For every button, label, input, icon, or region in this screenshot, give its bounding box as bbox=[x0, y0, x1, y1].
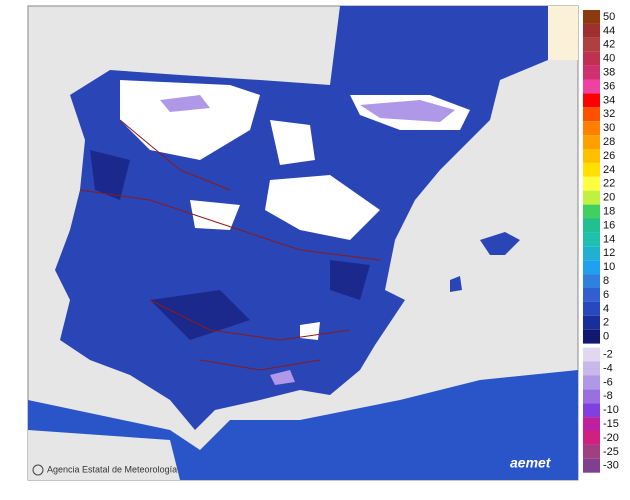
legend-label: -15 bbox=[603, 418, 619, 430]
legend-swatch bbox=[583, 232, 600, 247]
legend-label: 34 bbox=[603, 94, 615, 106]
legend-label: 8 bbox=[603, 275, 609, 287]
legend-swatch bbox=[583, 301, 600, 316]
legend-label: -30 bbox=[603, 460, 619, 472]
legend-label: 6 bbox=[603, 289, 609, 301]
legend-label: -20 bbox=[603, 432, 619, 444]
legend-swatch bbox=[583, 204, 600, 219]
legend-swatch bbox=[583, 389, 600, 404]
legend-swatch bbox=[583, 93, 600, 108]
legend-swatch bbox=[583, 65, 600, 80]
legend-swatch bbox=[583, 162, 600, 177]
legend-swatch bbox=[583, 135, 600, 149]
legend-swatch bbox=[583, 403, 600, 418]
legend-swatch bbox=[583, 361, 600, 376]
legend-label: 0 bbox=[603, 331, 609, 343]
legend-swatch bbox=[583, 274, 600, 288]
legend-label: -10 bbox=[603, 404, 619, 416]
legend-swatch bbox=[583, 79, 600, 94]
legend-label: 14 bbox=[603, 233, 615, 245]
legend-swatch bbox=[583, 260, 600, 275]
legend-label: 30 bbox=[603, 122, 615, 134]
legend-swatch bbox=[583, 288, 600, 302]
legend-swatch bbox=[583, 23, 600, 38]
legend-label: 26 bbox=[603, 150, 615, 162]
legend-swatch bbox=[583, 176, 600, 191]
legend-label: 38 bbox=[603, 66, 615, 78]
legend-swatch bbox=[583, 431, 600, 445]
legend-label: 40 bbox=[603, 53, 615, 65]
legend-label: 16 bbox=[603, 219, 615, 231]
legend-swatch bbox=[583, 121, 600, 136]
legend-label: -2 bbox=[603, 348, 613, 360]
sea bbox=[28, 430, 180, 480]
legend-swatch bbox=[583, 375, 600, 390]
legend-label: 18 bbox=[603, 205, 615, 217]
credit: Agencia Estatal de Meteorología bbox=[47, 464, 177, 474]
legend-swatch bbox=[583, 246, 600, 261]
legend-label: 12 bbox=[603, 247, 615, 259]
legend-label: 20 bbox=[603, 192, 615, 204]
legend-label: 36 bbox=[603, 80, 615, 92]
legend-swatch bbox=[583, 149, 600, 163]
logo: aemet bbox=[510, 455, 552, 471]
legend-label: -6 bbox=[603, 376, 613, 388]
legend-swatch bbox=[583, 37, 600, 52]
legend-swatch bbox=[583, 10, 600, 24]
legend-swatch bbox=[583, 329, 600, 344]
legend-label: 22 bbox=[603, 178, 615, 190]
legend-swatch bbox=[583, 315, 600, 330]
legend-label: 24 bbox=[603, 164, 615, 176]
legend-label: -4 bbox=[603, 362, 613, 374]
land-france bbox=[548, 6, 578, 60]
legend-label: 44 bbox=[603, 25, 615, 37]
legend-swatch bbox=[583, 190, 600, 205]
cold-area bbox=[120, 80, 470, 340]
legend-label: 42 bbox=[603, 39, 615, 51]
legend-swatch bbox=[583, 51, 600, 66]
legend-swatch bbox=[583, 458, 600, 473]
copyright-icon bbox=[32, 464, 44, 476]
legend-label: 32 bbox=[603, 108, 615, 120]
borders bbox=[79, 119, 381, 371]
legend-label: -25 bbox=[603, 446, 619, 458]
legend-label: -8 bbox=[603, 390, 613, 402]
legend-label: 2 bbox=[603, 317, 609, 329]
legend-swatch bbox=[583, 444, 600, 459]
legend-label: 28 bbox=[603, 136, 615, 148]
legend: 5044424038363432302826242220181614121086… bbox=[583, 10, 619, 473]
legend-swatch bbox=[583, 107, 600, 122]
islands bbox=[450, 232, 520, 292]
legend-label: 10 bbox=[603, 261, 615, 273]
legend-swatch bbox=[583, 218, 600, 233]
dark-area bbox=[90, 150, 370, 340]
legend-swatch bbox=[583, 347, 600, 362]
map: Agencia Estatal de Meteorología aemet bbox=[27, 5, 579, 481]
legend-swatch bbox=[583, 417, 600, 431]
legend-label: 50 bbox=[603, 11, 615, 23]
legend-label: 4 bbox=[603, 303, 609, 315]
